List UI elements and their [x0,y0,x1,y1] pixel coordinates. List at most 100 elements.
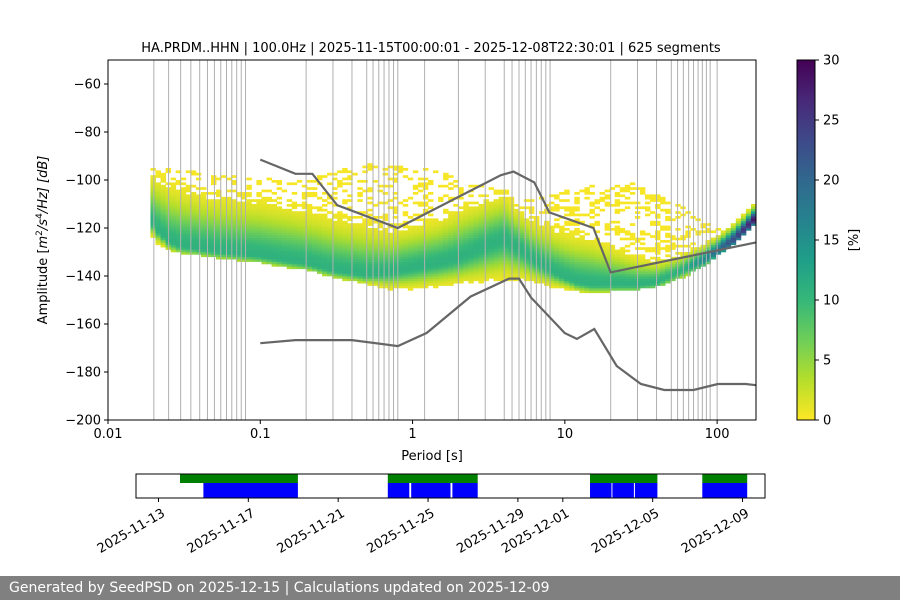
psd-cell [458,271,464,274]
psd-cell [337,232,343,236]
psd-cell [160,184,166,188]
psd-cell-sparse [665,232,671,236]
psd-cell [564,259,570,262]
psd-cell [291,206,298,210]
psd-cell [170,201,177,205]
psd-cell [412,266,419,270]
psd-cell [574,264,580,267]
psd-cell [463,254,469,258]
psd-cell [544,220,550,224]
psd-cell-sparse [322,175,328,178]
psd-cell [241,225,247,229]
psd-cell-sparse [594,201,600,205]
psd-cell-sparse [650,211,656,214]
psd-cell [417,244,424,248]
psd-cell-sparse [311,187,318,190]
psd-cell [513,208,520,212]
psd-cell [190,216,197,219]
psd-cell [594,261,600,265]
psd-cell [569,230,575,234]
colorbar-tick-label: 25 [823,114,840,129]
psd-cell [221,213,227,217]
psd-cell [316,254,323,258]
psd-cell [382,230,389,234]
psd-cell [316,266,323,270]
psd-cell [584,240,590,243]
psd-cell [528,225,535,229]
psd-cell-sparse [705,223,711,226]
colorbar-tick-label: 15 [823,234,840,249]
psd-cell-sparse [584,213,590,217]
psd-cell [291,261,298,265]
psd-cell [216,213,222,217]
psd-cell [392,223,399,226]
psd-cell [448,254,454,258]
psd-cell-sparse [660,225,666,229]
psd-cell-sparse [397,170,404,174]
psd-cell [261,211,267,214]
psd-cell [357,237,363,241]
psd-cell [730,228,737,231]
psd-cell [463,228,469,231]
psd-cell [448,278,454,282]
psd-cell [195,201,202,205]
psd-cell [720,242,727,246]
psd-cell [705,244,711,248]
psd-cell [261,254,267,258]
psd-cell [337,254,343,258]
psd-cell [549,268,555,272]
psd-cell-sparse [180,177,187,181]
psd-cell [377,259,383,262]
psd-cell-sparse [422,194,429,198]
psd-cell [236,240,242,243]
psd-cell-sparse [604,228,611,231]
psd-cell [200,216,207,219]
psd-cell [337,230,343,234]
psd-cell-sparse [185,170,192,174]
psd-cell [347,273,353,277]
psd-cell [412,235,419,238]
psd-cell [175,199,182,202]
psd-cell [468,256,474,260]
psd-cell [498,273,505,277]
psd-cell [488,223,494,226]
psd-cell [579,244,585,248]
psd-cell [528,228,535,231]
psd-cell [523,218,530,222]
psd-cell [417,280,424,284]
psd-cell [241,208,247,212]
psd-cell [422,268,429,272]
psd-cell [377,254,383,258]
psd-cell-sparse [377,216,383,219]
psd-cell [377,256,383,260]
psd-cell [402,249,409,253]
psd-cell [574,256,580,260]
psd-cell [493,271,500,274]
psd-cell [700,256,706,260]
psd-cell [226,225,232,229]
psd-cell [402,220,409,224]
psd-cell [458,230,464,234]
psd-cell-sparse [362,170,368,174]
psd-cell [523,244,530,248]
psd-cell [392,276,399,279]
psd-cell [503,268,510,272]
psd-cell [175,208,182,212]
psd-cell [594,268,600,272]
psd-cell [322,247,328,250]
psd-cell [311,220,318,224]
psd-cell [327,249,333,253]
psd-cell [433,264,439,267]
psd-cell [211,216,217,219]
psd-cell [579,290,585,294]
psd-cell [296,252,303,255]
psd-cell [291,235,298,238]
psd-cell [296,266,303,270]
psd-cell [559,237,565,241]
psd-cell [347,228,353,231]
psd-cell [438,235,444,238]
psd-cell [473,237,479,241]
psd-cell-sparse [392,177,399,181]
psd-cell [367,280,373,284]
psd-cell [574,232,580,236]
